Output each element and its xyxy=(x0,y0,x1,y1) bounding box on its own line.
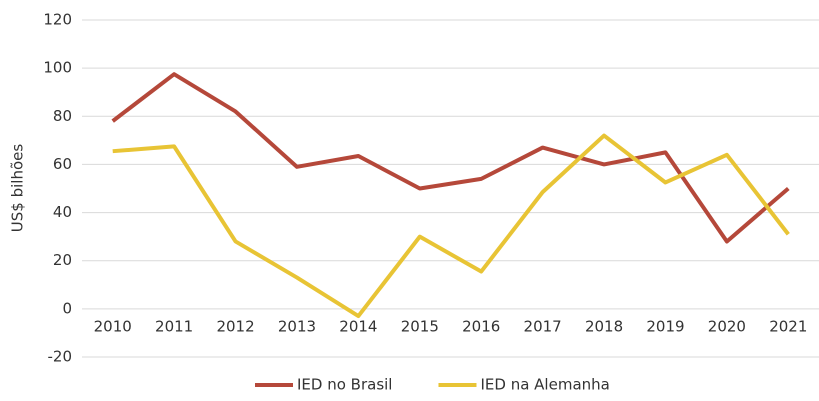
y-axis-label: US$ bilhões xyxy=(9,144,27,233)
x-tick-label: 2011 xyxy=(155,317,193,335)
series-line xyxy=(111,72,790,244)
y-tick-label: -20 xyxy=(48,348,73,366)
x-tick-label: 2014 xyxy=(339,317,377,335)
y-tick-label: 0 xyxy=(62,299,72,317)
x-tick-label: 2016 xyxy=(462,317,500,335)
x-tick-label: 2017 xyxy=(524,317,562,335)
x-tick-label: 2021 xyxy=(769,317,807,335)
x-tick-label: 2015 xyxy=(401,317,439,335)
y-tick-label: 60 xyxy=(53,155,72,173)
x-tick-label: 2013 xyxy=(278,317,316,335)
legend-label: IED na Alemanha xyxy=(480,376,609,394)
y-tick-label: 100 xyxy=(43,59,72,77)
series-line xyxy=(112,133,790,319)
y-tick-label: 20 xyxy=(53,251,72,269)
x-tick-label: 2018 xyxy=(585,317,623,335)
y-tick-label: 80 xyxy=(53,107,72,125)
y-tick-label: 40 xyxy=(53,203,72,221)
x-tick-label: 2010 xyxy=(94,317,132,335)
x-tick-label: 2012 xyxy=(216,317,254,335)
x-tick-label: 2020 xyxy=(708,317,746,335)
x-tick-label: 2019 xyxy=(646,317,684,335)
legend-label: IED no Brasil xyxy=(297,376,392,394)
y-tick-label: 120 xyxy=(43,11,72,29)
